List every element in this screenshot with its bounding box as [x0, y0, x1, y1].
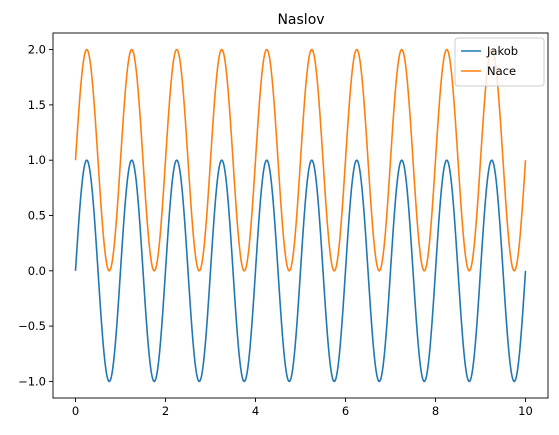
- y-tick-label: −1.0: [18, 374, 46, 388]
- y-tick-label: 1.0: [28, 153, 46, 167]
- axes-frame: [52, 32, 549, 399]
- legend-label-jakob: Jakob: [486, 44, 518, 58]
- legend: Jakob Nace: [454, 37, 545, 87]
- chart-title: Naslov: [277, 12, 324, 28]
- y-tick-label: 0.0: [28, 264, 46, 278]
- axes-layer: 0 2 4 6 8 10 −1.0 −0.5 0.0 0.5 1.0 1.5 2.0: [18, 32, 549, 418]
- x-tick-label: 4: [252, 404, 259, 418]
- x-tick-label: 0: [72, 404, 79, 418]
- series-line-nace: [74, 48, 527, 272]
- legend-box: [454, 37, 545, 87]
- y-tick-label: 1.5: [28, 98, 46, 112]
- x-tick-label: 6: [342, 404, 349, 418]
- series-layer: [74, 48, 527, 383]
- y-tick-label: −0.5: [18, 319, 46, 333]
- x-tick-label: 10: [518, 404, 533, 418]
- series-line-jakob: [74, 159, 527, 383]
- y-tick-label: 0.5: [28, 209, 46, 223]
- y-tick-label: 2.0: [28, 43, 46, 57]
- x-tick-label: 2: [162, 404, 169, 418]
- legend-label-nace: Nace: [487, 64, 516, 78]
- x-tick-label: 8: [432, 404, 439, 418]
